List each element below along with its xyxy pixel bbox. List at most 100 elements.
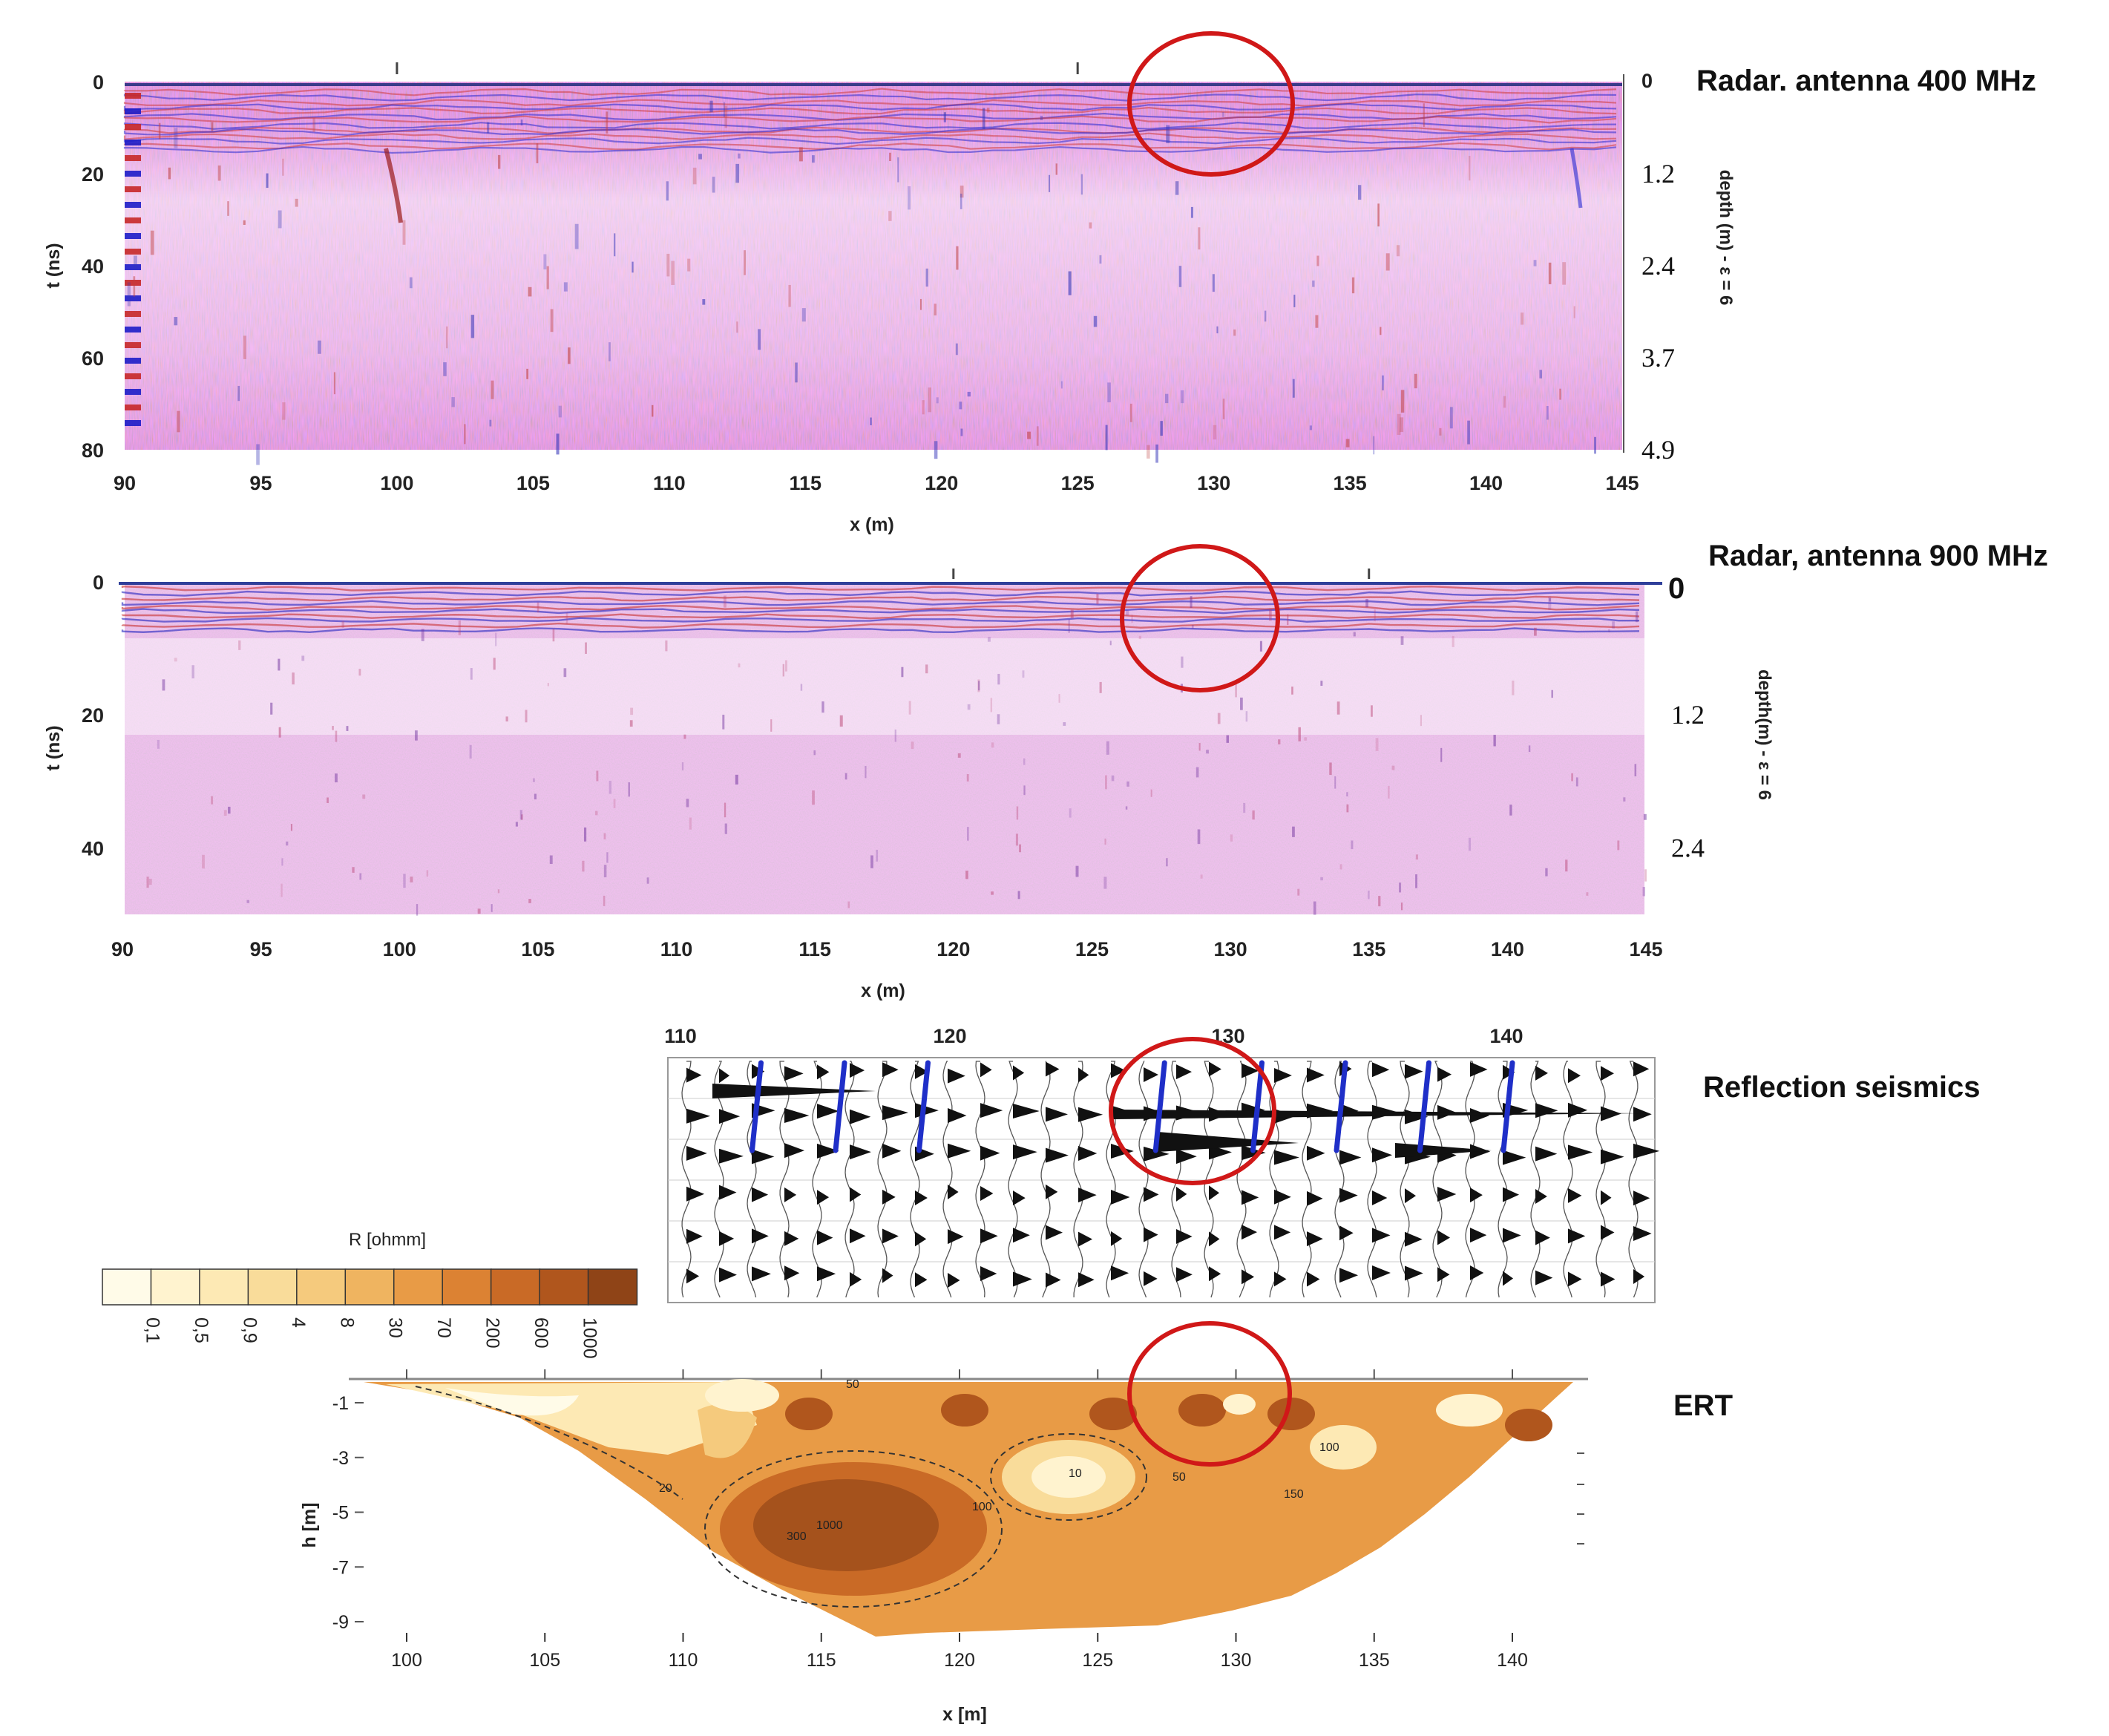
ert-title: ERT (1673, 1389, 1733, 1422)
radar-400-noise-streak (174, 317, 178, 326)
seismic-wavelet (1078, 1272, 1095, 1288)
radar-900-noise-streak (646, 877, 649, 884)
seismic-wavelet (784, 1187, 797, 1202)
seismic-wavelet (1535, 1146, 1558, 1162)
seismic-wavelet (1242, 1190, 1259, 1205)
radar-400-y-tick-label: 40 (82, 255, 104, 278)
radar-400-x-tick-label: 95 (249, 472, 272, 494)
radar-400-left-edge-band (125, 171, 141, 177)
radar-900-noise-streak (901, 666, 904, 678)
radar-900-noise-streak (1623, 797, 1626, 802)
radar-400-noise-streak (1160, 421, 1163, 436)
radar-900-noise-streak (1070, 609, 1074, 619)
seismic-trace (1236, 1061, 1247, 1298)
radar-900-noise-streak (603, 833, 606, 839)
seismic-blue-marker (1334, 1060, 1348, 1153)
radar-400-noise-streak (1040, 115, 1043, 120)
radar-900-x-tick-label: 115 (798, 938, 831, 960)
radar-900-noise-streak (416, 904, 419, 916)
radar-400-reflection-band (123, 115, 1617, 124)
radar-900-noise-streak (978, 681, 980, 691)
seismic-trace (1073, 1061, 1083, 1298)
seismic-wavelets (686, 1061, 1660, 1288)
radar-900-noise-streak (1226, 735, 1230, 743)
radar-900-noise-streak (1351, 840, 1354, 850)
seismic-wavelet (1209, 1061, 1221, 1077)
radar-400-noise-streak (801, 308, 806, 322)
radar-400-noise-streak (409, 277, 413, 289)
seismic-wavelet (1209, 1231, 1220, 1247)
radar-900-noise-streak (1191, 624, 1194, 629)
seismic-wavelet (1339, 1188, 1358, 1203)
radar-400-noise-streak (614, 233, 616, 257)
seismic-wavelet (719, 1148, 744, 1164)
radar-400-noise-streak (666, 181, 669, 201)
radar-900-noise-streak (286, 841, 289, 846)
radar-400-noise-streak (1233, 329, 1236, 336)
radar-400-depth-tick-label: 2.4 (1641, 251, 1675, 281)
radar-400-noise-streak (795, 362, 798, 383)
seismic-wavelet (1242, 1225, 1258, 1240)
radar-900-x-tick-label: 95 (250, 938, 272, 960)
radar-900-noise-streak (629, 720, 633, 727)
seismic-trace (942, 1061, 953, 1298)
radar-900-noise-streak (1644, 869, 1647, 882)
radar-400-noise-streak (528, 286, 532, 297)
radar-900-noise-streak (1111, 775, 1115, 782)
seismic-wavelet (1111, 1189, 1130, 1205)
radar-400-noise-streak (168, 167, 171, 180)
radar-900-noise-streak (1017, 891, 1020, 900)
radar-900-noise-streak (1634, 764, 1637, 776)
radar-900-noise-streak (525, 710, 528, 723)
radar-900-noise-streak (977, 679, 980, 692)
radar-900-noise-streak (583, 827, 587, 842)
radar-900-noise-streak (495, 632, 497, 646)
radar-900-noise-streak (223, 810, 227, 816)
radar-400-noise-streak (692, 167, 697, 185)
radar-400-noise-streak (1548, 262, 1552, 284)
ert-legend-swatch (247, 1268, 298, 1306)
radar-900-noise-streak (346, 726, 349, 731)
radar-400-noise-streak (266, 173, 269, 189)
radar-900-noise-streak (1375, 738, 1379, 751)
seismic-wavelet (1372, 1265, 1391, 1281)
seismic-wavelet (980, 1062, 992, 1078)
radar-900-noise-streak (1642, 887, 1645, 897)
radar-400-left-edge-band (125, 93, 141, 99)
seismic-wavelet (1470, 1188, 1483, 1203)
radar-900-reflection-band (121, 613, 1640, 620)
radar-400-noise-streak (1107, 382, 1111, 403)
ert-low-pocket (1310, 1425, 1377, 1470)
seismic-trace (1400, 1061, 1410, 1298)
seismic-trace (1171, 1061, 1181, 1298)
radar-900-panel: 90 95 100 105 110 115 120 125 130 135 140 145 0 20 40… (43, 540, 2048, 1001)
radar-900-noise-streak (1104, 838, 1106, 845)
seismic-wavelet (1307, 1190, 1323, 1206)
seismic-wavelet (817, 1104, 839, 1119)
radar-400-noise-streak (1377, 203, 1380, 227)
radar-400-noise-streak (1099, 255, 1102, 264)
ert-legend-label: 600 (531, 1317, 551, 1349)
radar-900-noise-streak (1023, 758, 1026, 765)
radar-900-noise-streak (1608, 629, 1610, 633)
radar-900-noise-streak (1571, 773, 1573, 782)
radar-900-noise-streak (1336, 701, 1340, 715)
radar-400-noise-streak (1060, 381, 1063, 389)
radar-900-noise-streak (1243, 802, 1246, 813)
radar-400-noise-streak (671, 261, 675, 285)
seismic-wavelet (1307, 1145, 1325, 1161)
radar-900-noise (125, 582, 1644, 914)
radar-400-x-tick-label: 130 (1197, 472, 1230, 494)
radar-900-noise-streak (1015, 833, 1018, 846)
ert-legend-swatch (150, 1268, 201, 1306)
radar-900-x-tick-label: 120 (937, 938, 970, 960)
radar-400-noise-streak (243, 220, 246, 225)
seismic-trace (747, 1061, 757, 1298)
radar-400-noise-streak (1397, 413, 1401, 435)
radar-400-x-tick-label: 115 (789, 472, 821, 494)
seismic-wavelet (980, 1103, 1003, 1118)
radar-400-noise-streak (632, 261, 634, 273)
radar-400-left-edge-band (125, 327, 141, 333)
ert-x-ticks: 100 105 110 115 120 125 130 135 140 (391, 1369, 1528, 1671)
